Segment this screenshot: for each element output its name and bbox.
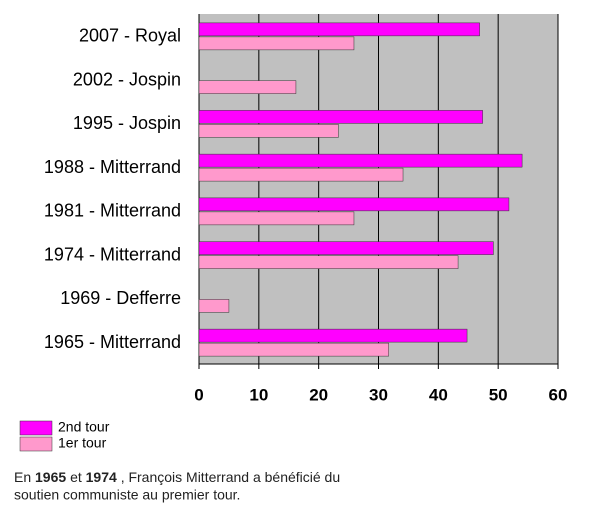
x-tick-label: 10 — [249, 385, 268, 404]
x-tick-label: 20 — [309, 385, 328, 404]
legend-swatch — [19, 420, 53, 436]
y-tick-label: 1995 - Jospin — [73, 113, 181, 133]
note: soutien communiste au premier tour. — [14, 487, 240, 503]
y-tick-label: 2002 - Jospin — [73, 69, 181, 89]
x-tick-label: 60 — [549, 385, 568, 404]
note: En 1965 et 1974 , François Mitterrand a … — [14, 469, 340, 485]
note-text: et — [70, 469, 82, 485]
x-tick-label: 50 — [489, 385, 508, 404]
bar — [198, 328, 468, 343]
legend-label: 1er tour — [58, 435, 107, 451]
y-tick-label: 1974 - Mitterrand — [44, 244, 181, 264]
x-tick-label: 30 — [369, 385, 388, 404]
y-tick-label: 1981 - Mitterrand — [44, 201, 181, 221]
bar — [198, 22, 480, 37]
note-year: 1974 — [86, 469, 117, 485]
y-tick-label: 1965 - Mitterrand — [44, 332, 181, 352]
bar — [198, 36, 355, 51]
note-year: 1965 — [35, 469, 66, 485]
bar — [198, 241, 494, 255]
bar — [198, 197, 510, 212]
y-tick-label: 1969 - Defferre — [60, 288, 181, 308]
bar — [198, 167, 404, 182]
y-tick-label: 1988 - Mitterrand — [44, 157, 181, 177]
x-tick-label: 0 — [194, 385, 203, 404]
note-text: En — [14, 469, 31, 485]
bar — [198, 342, 389, 357]
y-tick-label: 2007 - Royal — [79, 26, 181, 46]
bar — [198, 124, 339, 138]
legend-swatch — [19, 436, 53, 452]
bar — [198, 80, 297, 94]
x-tick-label: 40 — [429, 385, 448, 404]
note-text: , François Mitterrand a bénéficié du — [121, 469, 340, 485]
bar — [198, 110, 483, 124]
bar — [198, 153, 523, 168]
bar — [198, 211, 355, 226]
bar — [198, 299, 230, 313]
bar — [198, 255, 459, 269]
legend-label: 2nd tour — [58, 419, 110, 435]
